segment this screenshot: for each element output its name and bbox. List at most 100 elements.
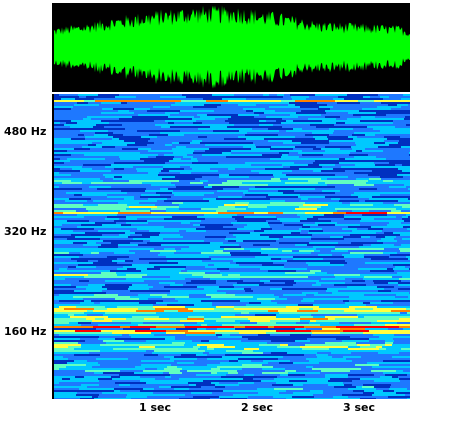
- spectrogram-cell: [190, 182, 203, 184]
- spectrogram-cell: [278, 310, 297, 312]
- spectrogram-cell: [225, 238, 251, 240]
- spectrogram-cell: [53, 212, 63, 214]
- spectrogram-cell: [344, 238, 365, 240]
- spectrogram-cell: [233, 234, 260, 236]
- spectrogram-cell: [172, 98, 193, 100]
- spectrogram-cell: [257, 298, 275, 300]
- spectrogram-cell: [333, 106, 357, 108]
- spectrogram-cell: [264, 282, 285, 284]
- spectrogram-cell: [405, 286, 410, 288]
- spectrogram-cell: [237, 170, 251, 172]
- spectrogram-cell: [362, 108, 368, 110]
- spectrogram-cell: [182, 368, 211, 370]
- spectrogram-cell: [193, 336, 218, 338]
- spectrogram-cell: [348, 258, 371, 260]
- spectrogram-cell: [238, 358, 259, 360]
- spectrogram-cell: [329, 142, 355, 144]
- spectrogram-cell: [91, 322, 121, 324]
- spectrogram-cell: [404, 242, 410, 244]
- spectrogram-cell: [201, 386, 215, 388]
- spectrogram-cell: [320, 260, 345, 262]
- spectrogram-cell: [86, 96, 115, 98]
- spectrogram-cell: [102, 142, 135, 144]
- spectrogram-cell: [290, 166, 322, 168]
- spectrogram-cell: [140, 376, 165, 378]
- spectrogram-cell: [394, 340, 407, 342]
- spectrogram-cell: [378, 260, 410, 262]
- spectrogram-cell: [373, 280, 401, 282]
- spectrogram-cell: [222, 274, 228, 276]
- spectrogram-cell: [342, 164, 355, 166]
- spectrogram-cell: [321, 270, 341, 272]
- spectrogram-cell: [215, 118, 228, 120]
- spectrogram-cell: [100, 238, 133, 240]
- spectrogram-cell: [274, 388, 303, 390]
- spectrogram-cell: [107, 216, 126, 218]
- spectrogram-cell: [327, 288, 353, 290]
- spectrogram-cell: [270, 198, 301, 200]
- spectrogram-cell: [369, 172, 385, 174]
- spectrogram-cell: [346, 358, 371, 360]
- spectrogram-cell: [340, 316, 358, 318]
- spectrogram-cell: [71, 108, 102, 110]
- spectrogram-cell: [222, 356, 252, 358]
- spectrogram-cell: [309, 230, 323, 232]
- spectrogram-cell: [239, 178, 271, 180]
- spectrogram-cell: [186, 96, 206, 98]
- spectrogram-cell: [189, 196, 218, 198]
- spectrogram-cell: [295, 100, 302, 102]
- spectrogram-cell: [53, 300, 59, 302]
- spectrogram-cell: [297, 314, 311, 316]
- spectrogram-cell: [73, 230, 98, 232]
- spectrogram-cell: [179, 204, 206, 206]
- spectrogram-cell: [316, 282, 345, 284]
- spectrogram-cell: [111, 186, 143, 188]
- spectrogram-cell: [105, 176, 114, 178]
- spectrogram-cell: [244, 344, 259, 346]
- spectrogram-cell: [218, 212, 234, 214]
- spectrogram-cell: [376, 398, 407, 399]
- spectrogram-cell: [366, 212, 387, 214]
- spectrogram-cell: [357, 254, 364, 256]
- spectrogram-cell: [347, 286, 358, 288]
- spectrogram-cell: [256, 368, 262, 370]
- spectrogram-cell: [385, 342, 393, 344]
- spectrogram-cell: [338, 290, 346, 292]
- spectrogram-cell: [95, 214, 117, 216]
- spectrogram-cell: [84, 216, 107, 218]
- spectrogram-cell: [243, 166, 269, 168]
- spectrogram-cell: [218, 170, 237, 172]
- spectrogram-cell: [182, 94, 212, 96]
- spectrogram-cell: [185, 332, 215, 334]
- spectrogram-cell: [236, 288, 244, 290]
- spectrogram-cell: [53, 294, 59, 296]
- spectrogram-cell: [308, 290, 326, 292]
- spectrogram-cell: [234, 272, 248, 274]
- spectrogram-cell: [53, 170, 68, 172]
- spectrogram-cell: [359, 200, 365, 202]
- spectrogram-cell: [77, 122, 109, 124]
- spectrogram-cell: [197, 134, 217, 136]
- spectrogram-cell: [146, 382, 173, 384]
- spectrogram-cell: [229, 226, 244, 228]
- spectrogram-cell: [357, 314, 370, 316]
- spectrogram-cell: [162, 178, 195, 180]
- spectrogram-cell: [273, 290, 281, 292]
- spectrogram-cell: [277, 218, 307, 220]
- spectrogram-cell: [342, 394, 372, 396]
- spectrogram-cell: [70, 160, 91, 162]
- spectrogram-cell: [312, 332, 340, 334]
- spectrogram-cell: [408, 230, 410, 232]
- spectrogram-cell: [133, 166, 155, 168]
- spectrogram-cell: [261, 162, 294, 164]
- spectrogram-cell: [255, 256, 267, 258]
- spectrogram-cell: [159, 316, 188, 318]
- spectrogram-cell: [137, 170, 161, 172]
- spectrogram-cell: [168, 94, 182, 96]
- spectrogram-cell: [117, 262, 149, 264]
- spectrogram-cell: [119, 356, 149, 358]
- spectrogram-cell: [321, 178, 327, 180]
- spectrogram-cell: [369, 210, 391, 212]
- spectrogram-cell: [374, 386, 390, 388]
